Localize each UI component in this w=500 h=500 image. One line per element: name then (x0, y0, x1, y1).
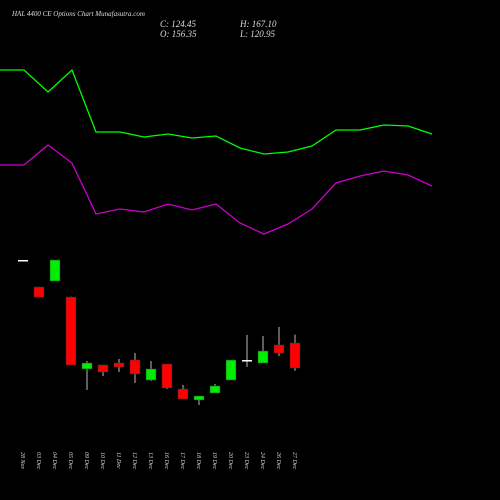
candle-body (129, 359, 141, 375)
candle-body (193, 395, 205, 401)
candle-body (289, 342, 301, 369)
candle-body (81, 362, 93, 370)
x-tick-label: 12 Dec (131, 452, 137, 469)
x-tick-label: 23 Dec (243, 452, 249, 469)
ohlc-label: C: 124.45 (160, 19, 197, 29)
x-tick-label: 24 Dec (259, 452, 266, 469)
candle-body (49, 259, 61, 282)
candle-body (257, 350, 269, 364)
x-tick-label: 09 Dec (83, 452, 89, 469)
ohlc-label: O: 156.35 (160, 29, 197, 39)
candle-body (113, 362, 125, 368)
ohlc-label: H: 167.10 (239, 19, 277, 29)
x-tick-label: 18 Dec (195, 452, 201, 469)
candle-body (145, 368, 157, 381)
x-tick-label: 16 Dec (163, 452, 169, 469)
x-tick-label: 10 Dec (99, 452, 105, 469)
candle-body (97, 364, 109, 373)
x-tick-label: 03 Dec (35, 452, 41, 469)
candle-body (225, 359, 237, 381)
candle-body (33, 286, 45, 298)
x-tick-label: 13 Dec (147, 452, 153, 469)
x-tick-label: 19 Dec (211, 452, 217, 469)
x-tick-label: 11 Dec (115, 452, 121, 469)
ohlc-label: L: 120.95 (239, 29, 276, 39)
indicator-line (0, 144, 433, 235)
candle-body (209, 385, 221, 394)
x-tick-label: 04 Dec (51, 452, 58, 469)
candle-body (161, 363, 173, 389)
candle-body (65, 296, 77, 366)
x-tick-label: 27 Dec (291, 452, 297, 469)
x-tick-label: 26 Dec (275, 452, 281, 469)
indicator-line (0, 68, 433, 155)
candle-body (177, 388, 189, 400)
x-tick-label: 28 Nov (19, 452, 25, 470)
x-tick-label: 20 Dec (227, 452, 233, 469)
candle-body (273, 344, 285, 354)
x-tick-label: 17 Dec (179, 452, 185, 469)
chart-title: HAL 4400 CE Options Chart Munafasutra.co… (11, 10, 145, 18)
candle-body (18, 260, 28, 262)
candle-body (242, 360, 252, 362)
x-tick-label: 05 Dec (67, 452, 73, 469)
